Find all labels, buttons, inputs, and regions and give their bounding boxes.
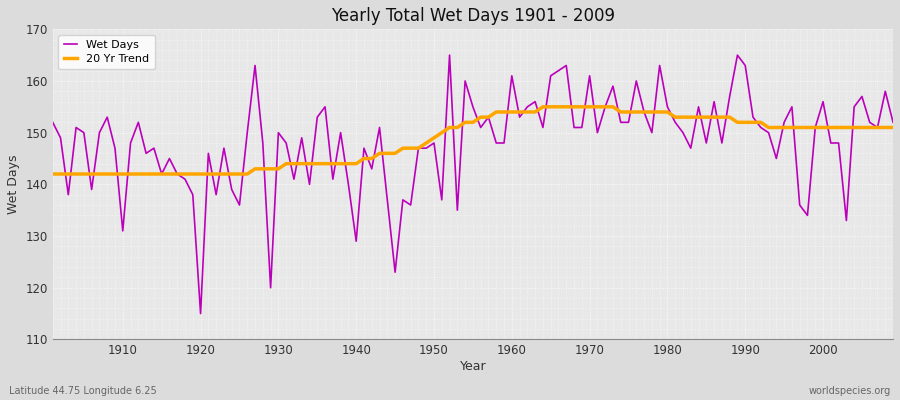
- Line: 20 Yr Trend: 20 Yr Trend: [53, 107, 893, 174]
- Text: Latitude 44.75 Longitude 6.25: Latitude 44.75 Longitude 6.25: [9, 386, 157, 396]
- 20 Yr Trend: [110, 172, 121, 176]
- 20 Yr Trend: [887, 125, 898, 130]
- Wet Days: [48, 120, 58, 125]
- Wet Days: [195, 311, 206, 316]
- Wet Days: [289, 177, 300, 182]
- Wet Days: [445, 53, 455, 58]
- Wet Days: [887, 120, 898, 125]
- Title: Yearly Total Wet Days 1901 - 2009: Yearly Total Wet Days 1901 - 2009: [331, 7, 615, 25]
- Wet Days: [616, 120, 626, 125]
- 20 Yr Trend: [499, 110, 509, 114]
- Wet Days: [514, 115, 525, 120]
- 20 Yr Trend: [608, 104, 618, 109]
- 20 Yr Trend: [507, 110, 517, 114]
- Wet Days: [335, 130, 346, 135]
- Wet Days: [522, 104, 533, 109]
- 20 Yr Trend: [537, 104, 548, 109]
- 20 Yr Trend: [281, 161, 292, 166]
- Wet Days: [110, 146, 121, 150]
- 20 Yr Trend: [48, 172, 58, 176]
- Y-axis label: Wet Days: Wet Days: [7, 154, 20, 214]
- Text: worldspecies.org: worldspecies.org: [809, 386, 891, 396]
- X-axis label: Year: Year: [460, 360, 486, 373]
- Line: Wet Days: Wet Days: [53, 55, 893, 314]
- Legend: Wet Days, 20 Yr Trend: Wet Days, 20 Yr Trend: [58, 35, 155, 70]
- 20 Yr Trend: [328, 161, 338, 166]
